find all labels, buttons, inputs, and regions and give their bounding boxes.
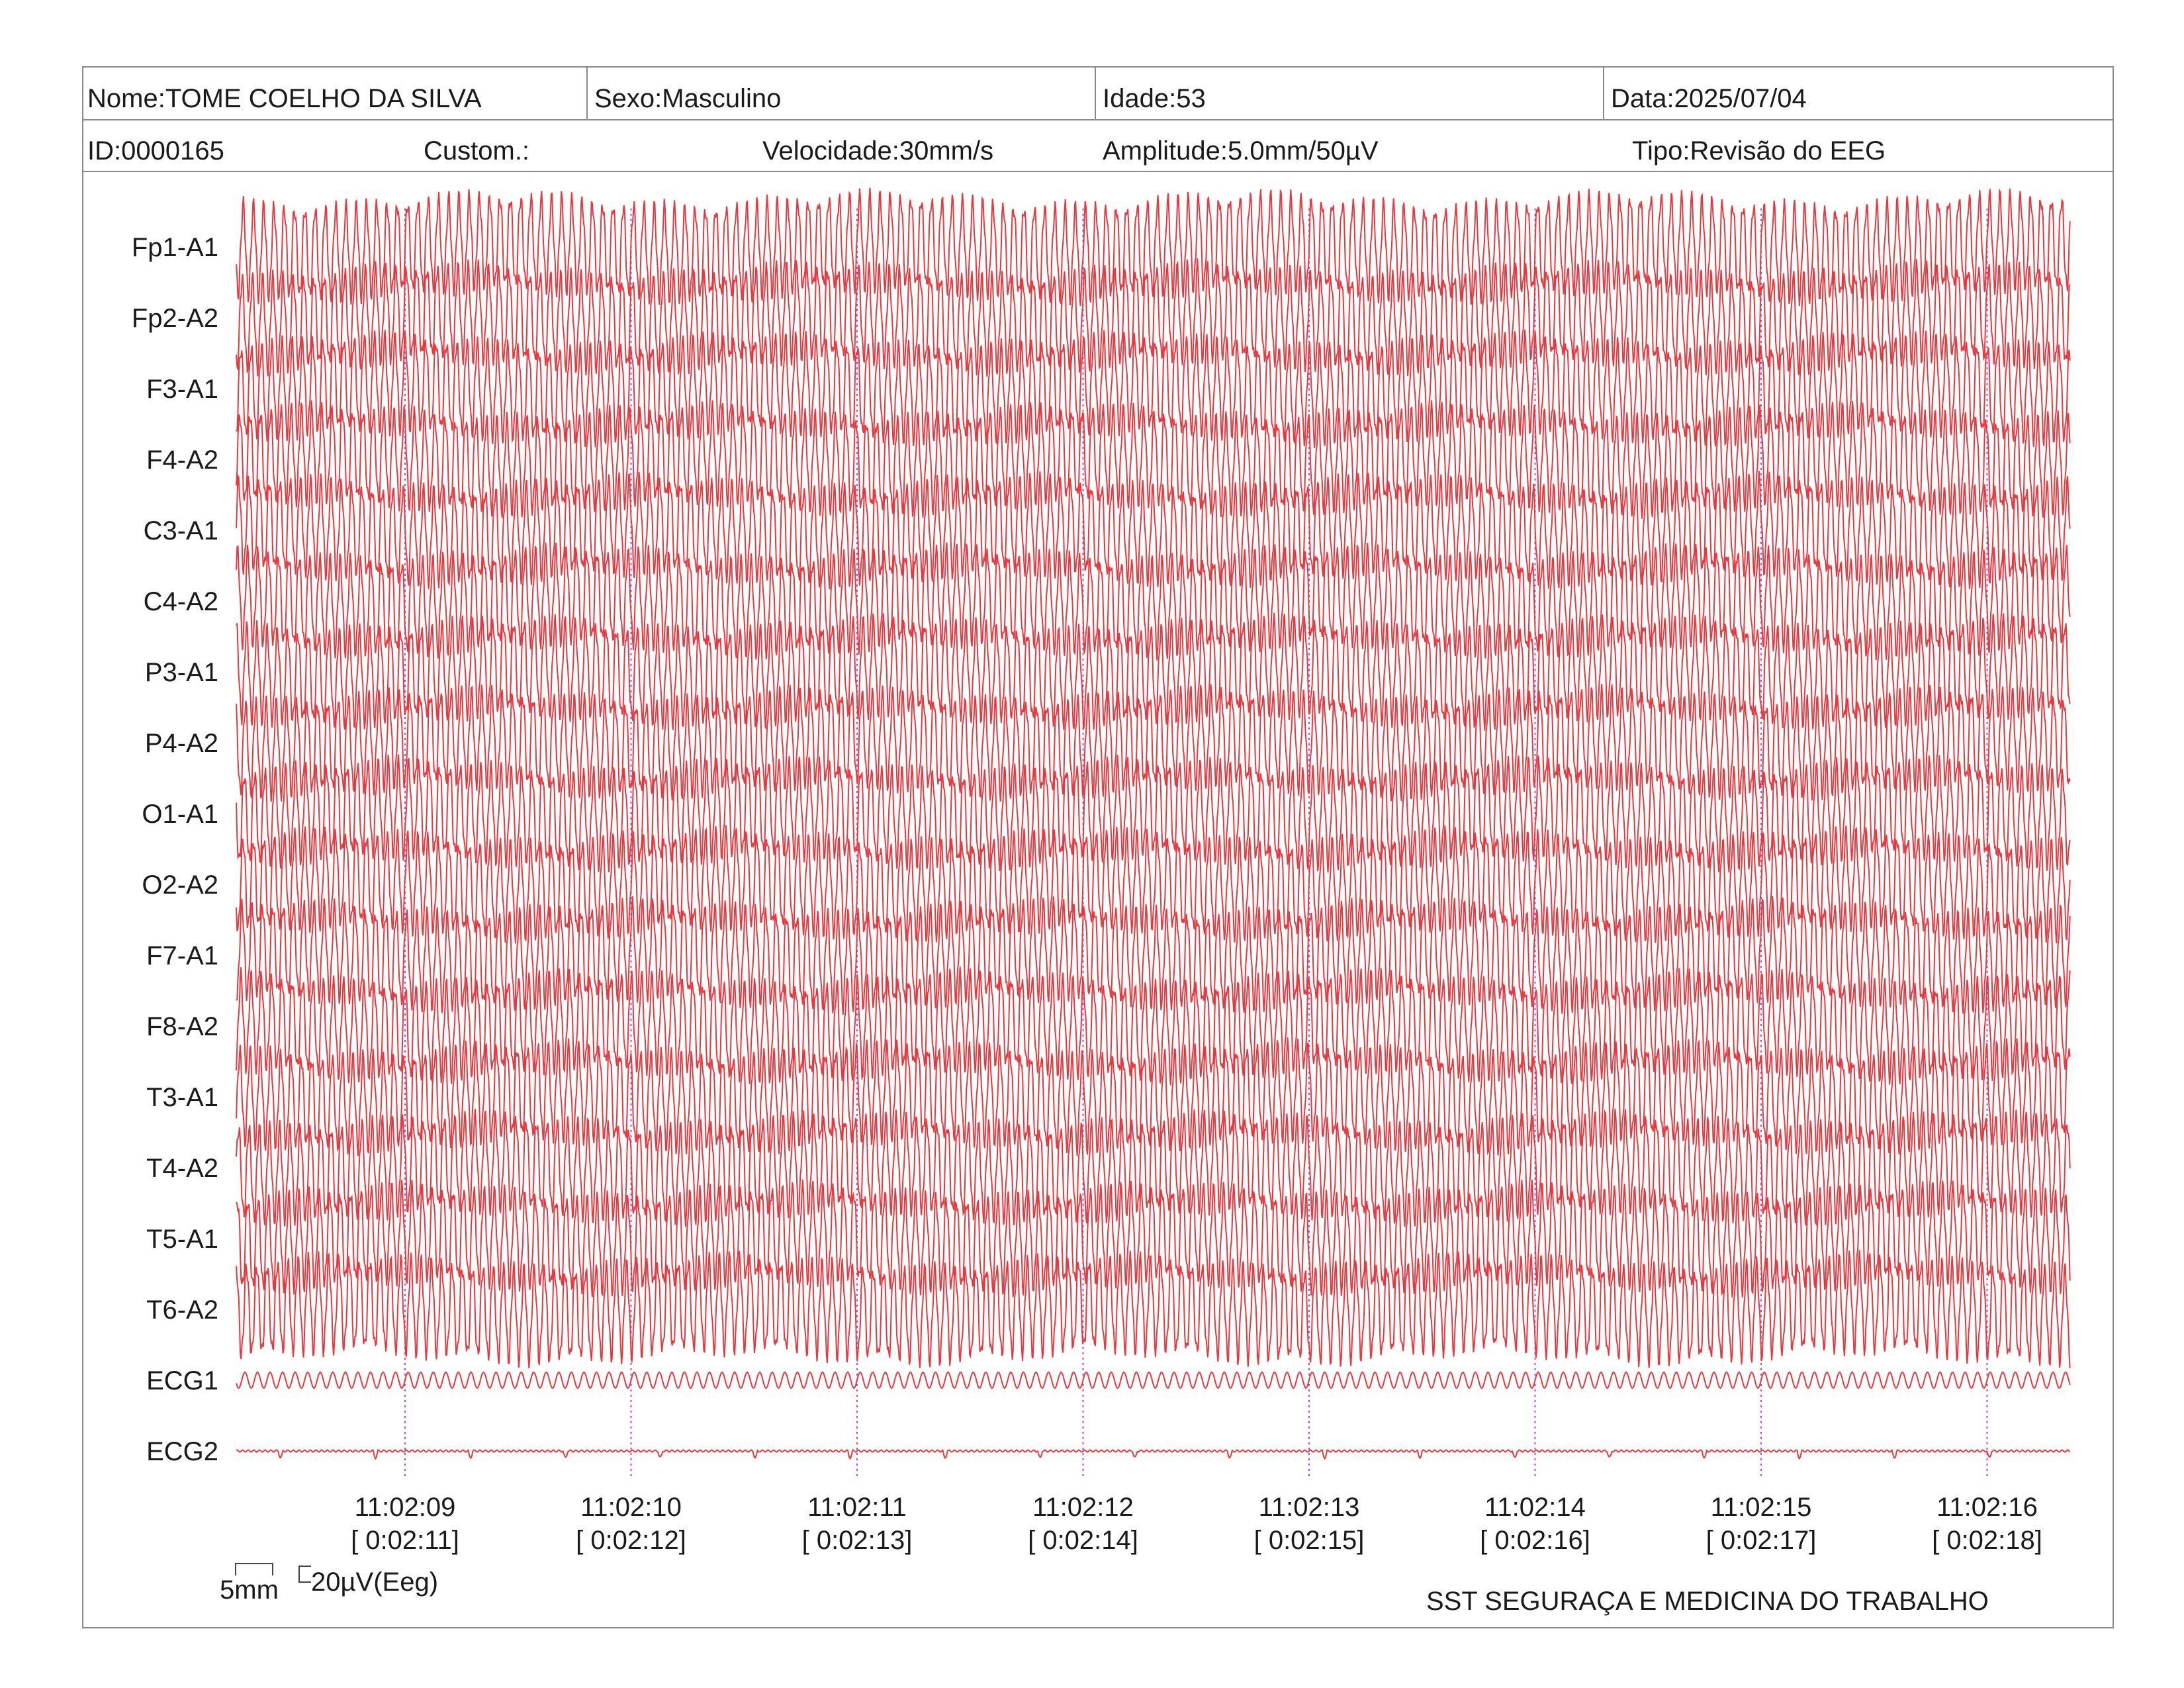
calibration-length-label: 5mm: [220, 1575, 279, 1605]
company-footer: SST SEGURAÇA E MEDICINA DO TRABALHO: [1426, 1587, 1989, 1616]
channel-label: Fp2-A2: [132, 304, 218, 333]
amplitude-setting: Amplitude:5.0mm/50µV: [1103, 136, 1379, 165]
exam-type: Tipo:Revisão do EEG: [1632, 136, 1886, 165]
paper-speed: Velocidade:30mm/s: [762, 136, 994, 165]
channel-trace: [236, 896, 2071, 1015]
time-marker-elapsed-label: [ 0:02:16]: [1480, 1526, 1590, 1555]
time-marker-elapsed-label: [ 0:02:11]: [351, 1526, 459, 1555]
channel-label: F7-A1: [146, 941, 218, 970]
channel-trace: [236, 329, 2071, 448]
patient-id: ID:0000165: [87, 136, 224, 165]
channel-label: P4-A2: [145, 729, 218, 758]
channel-trace: [236, 1250, 2071, 1368]
channel-label: O2-A2: [142, 870, 218, 900]
header-cell-divider: [1095, 66, 1096, 120]
channel-label: ECG1: [146, 1366, 218, 1395]
channel-label: T4-A2: [146, 1154, 218, 1183]
channel-trace: [236, 187, 2071, 306]
custom-field: Custom.:: [424, 136, 530, 165]
time-marker-elapsed-label: [ 0:02:15]: [1254, 1526, 1365, 1555]
channel-label: F8-A2: [146, 1012, 218, 1041]
channel-trace: [236, 1448, 2071, 1460]
patient-name: Nome:TOME COELHO DA SILVA: [87, 84, 482, 113]
time-marker-clock-label: 11:02:09: [355, 1493, 456, 1522]
channel-label: F4-A2: [146, 445, 218, 475]
channel-trace: [236, 400, 2071, 519]
time-marker-clock-label: 11:02:10: [580, 1493, 682, 1522]
channel-trace: [236, 258, 2071, 377]
channel-trace: [236, 612, 2071, 731]
channel-trace: [236, 825, 2071, 944]
channel-label: C3-A1: [144, 516, 218, 545]
channel-label: Fp1-A1: [132, 233, 218, 262]
time-marker-elapsed-label: [ 0:02:13]: [802, 1526, 913, 1555]
channel-label: T3-A1: [146, 1083, 218, 1112]
calibration-length-bracket: [235, 1563, 273, 1575]
channel-trace: [236, 754, 2071, 873]
time-marker-clock-label: 11:02:16: [1936, 1493, 2038, 1522]
channel-trace: [236, 1371, 2071, 1389]
channel-trace: [236, 1108, 2071, 1227]
channel-label: F3-A1: [146, 375, 218, 404]
channel-trace: [236, 1179, 2071, 1298]
header-bottom-divider: [82, 171, 2114, 172]
time-marker-clock-label: 11:02:12: [1032, 1493, 1134, 1522]
time-marker-elapsed-label: [ 0:02:14]: [1028, 1526, 1138, 1555]
time-marker-elapsed-label: [ 0:02:18]: [1932, 1526, 2042, 1555]
calibration-amplitude-label: 20µV(Eeg): [311, 1568, 439, 1597]
channel-label: P3-A1: [145, 658, 218, 687]
time-marker-clock-label: 11:02:15: [1711, 1493, 1812, 1522]
channel-trace: [236, 966, 2071, 1086]
channel-label: C4-A2: [144, 587, 218, 616]
header-cell-divider: [1603, 66, 1604, 120]
time-marker-clock-label: 11:02:14: [1484, 1493, 1586, 1522]
header-divider: [82, 119, 2114, 120]
time-marker-clock-label: 11:02:13: [1259, 1493, 1360, 1522]
header-cell-divider: [586, 66, 588, 120]
patient-age: Idade:53: [1103, 84, 1206, 113]
channel-trace: [236, 471, 2071, 590]
report-frame: [82, 66, 2114, 1628]
channel-trace: [236, 684, 2071, 802]
channel-trace: [236, 542, 2071, 661]
channel-label: T5-A1: [146, 1225, 218, 1254]
time-marker-elapsed-label: [ 0:02:17]: [1706, 1526, 1817, 1555]
calibration-amplitude-bracket: [298, 1566, 311, 1583]
channel-label: ECG2: [146, 1437, 218, 1466]
channel-trace: [236, 1037, 2071, 1156]
channel-label: O1-A1: [142, 800, 218, 829]
time-marker-elapsed-label: [ 0:02:12]: [576, 1526, 686, 1555]
channel-label: T6-A2: [146, 1295, 218, 1325]
patient-sex: Sexo:Masculino: [594, 84, 782, 113]
exam-date: Data:2025/07/04: [1611, 84, 1807, 113]
time-marker-clock-label: 11:02:11: [807, 1493, 907, 1522]
